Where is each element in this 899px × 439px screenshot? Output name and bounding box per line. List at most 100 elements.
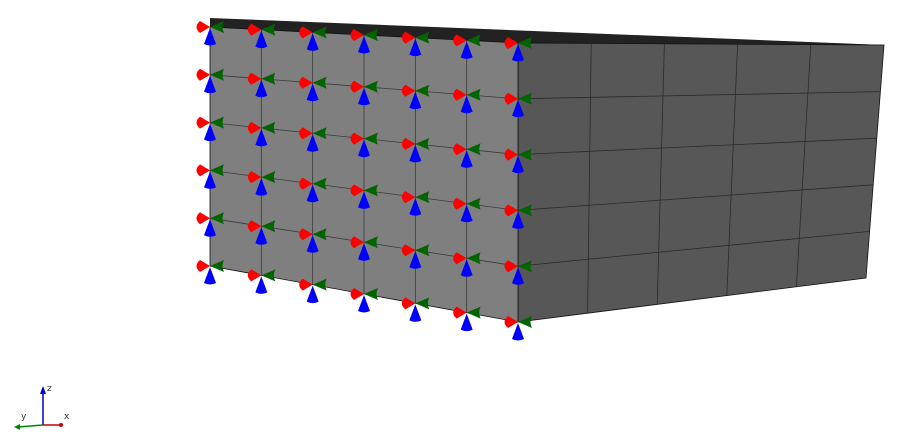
bc-x-cone bbox=[401, 84, 416, 97]
bc-y-cone bbox=[210, 68, 224, 81]
bc-z-cone bbox=[255, 276, 268, 294]
fixed-support-glyph bbox=[196, 21, 224, 46]
bc-z-cone bbox=[409, 198, 422, 216]
fixed-support-glyph bbox=[196, 212, 224, 237]
bc-x-cone bbox=[504, 148, 518, 161]
bc-y-cone bbox=[210, 116, 224, 129]
bc-z-cone bbox=[409, 304, 422, 322]
side-grid-line bbox=[517, 231, 870, 267]
fixed-support-glyph bbox=[350, 236, 378, 261]
bc-y-cone bbox=[210, 260, 224, 272]
fixed-support-glyph bbox=[196, 116, 224, 142]
bc-x-cone bbox=[453, 306, 467, 319]
bc-z-cone bbox=[460, 204, 473, 223]
bc-y-cone bbox=[312, 76, 327, 89]
bc-x-cone bbox=[504, 37, 518, 49]
bc-y-cone bbox=[210, 21, 224, 33]
bc-z-cone bbox=[358, 295, 370, 313]
bc-y-cone bbox=[518, 260, 532, 273]
fixed-support-glyph bbox=[453, 88, 481, 114]
bc-x-cone bbox=[299, 228, 313, 241]
bc-x-cone bbox=[453, 197, 467, 210]
fixed-support-glyph bbox=[299, 228, 327, 253]
bc-z-cone bbox=[255, 227, 268, 245]
fixed-support-glyph bbox=[299, 278, 327, 304]
bc-z-cone bbox=[358, 191, 370, 209]
bc-x-cone bbox=[453, 34, 467, 47]
bc-y-cone bbox=[261, 171, 276, 184]
fixed-support-glyph bbox=[504, 37, 532, 62]
bc-z-cone bbox=[409, 144, 422, 163]
triad-z-arrowhead bbox=[40, 386, 46, 394]
triad-x-endpoint bbox=[59, 423, 63, 427]
bc-x-cone bbox=[504, 204, 518, 217]
bc-y-cone bbox=[415, 84, 430, 97]
bc-z-cone bbox=[460, 41, 473, 59]
bc-z-cone bbox=[358, 87, 370, 106]
bc-z-cone bbox=[358, 243, 370, 261]
bc-z-cone bbox=[460, 259, 473, 277]
bc-y-cone bbox=[466, 143, 481, 156]
fixed-support-glyph bbox=[350, 80, 378, 106]
bc-z-cone bbox=[204, 219, 216, 237]
bc-x-cone bbox=[401, 244, 416, 257]
bc-z-cone bbox=[204, 75, 216, 94]
bc-x-cone bbox=[504, 316, 518, 328]
bc-z-cone bbox=[512, 323, 524, 341]
bc-z-cone bbox=[306, 184, 319, 203]
bc-y-cone bbox=[261, 269, 276, 282]
bc-z-cone bbox=[358, 36, 370, 54]
bc-x-cone bbox=[196, 212, 210, 225]
fixed-support-glyph bbox=[247, 269, 276, 294]
fixed-support-glyph bbox=[299, 76, 327, 102]
bc-z-cone bbox=[204, 267, 216, 285]
bc-y-cone bbox=[312, 177, 327, 190]
bc-y-cone bbox=[466, 88, 481, 101]
bc-y-cone bbox=[518, 204, 532, 217]
bc-x-cone bbox=[453, 252, 467, 265]
bc-y-cone bbox=[415, 137, 430, 150]
bc-y-cone bbox=[312, 26, 327, 39]
bc-z-cone bbox=[409, 251, 422, 269]
fixed-support-glyph bbox=[350, 132, 378, 158]
fixed-support-glyph bbox=[453, 252, 481, 277]
bc-z-cone bbox=[512, 155, 524, 174]
bc-z-cone bbox=[512, 267, 524, 285]
triad-label-z: z bbox=[47, 384, 52, 394]
bc-x-cone bbox=[196, 116, 210, 129]
bc-z-cone bbox=[512, 99, 524, 118]
bc-y-cone bbox=[415, 244, 430, 257]
side-grid-line bbox=[796, 44, 812, 287]
bc-z-cone bbox=[255, 128, 268, 147]
bc-x-cone bbox=[247, 121, 262, 134]
bc-y-cone bbox=[312, 127, 327, 140]
fixed-support-glyph bbox=[401, 244, 430, 269]
bc-z-cone bbox=[306, 83, 319, 102]
fixed-support-glyph bbox=[453, 306, 481, 332]
bc-x-cone bbox=[453, 88, 467, 101]
side-face bbox=[517, 42, 885, 323]
bc-y-cone bbox=[312, 228, 327, 241]
bc-z-cone bbox=[306, 285, 319, 304]
fixed-support-glyph bbox=[247, 220, 276, 245]
fixed-support-glyph bbox=[504, 148, 532, 174]
bc-z-cone bbox=[255, 79, 268, 98]
bc-y-cone bbox=[364, 184, 378, 197]
fixed-support-glyph bbox=[350, 184, 378, 209]
bc-x-cone bbox=[247, 220, 262, 233]
bc-x-cone bbox=[350, 184, 364, 197]
bc-y-cone bbox=[261, 121, 276, 134]
bc-z-cone bbox=[255, 30, 268, 49]
bc-z-cone bbox=[358, 139, 370, 158]
bc-x-cone bbox=[401, 137, 416, 150]
bc-z-cone bbox=[204, 28, 216, 46]
axis-triad: z x y bbox=[14, 384, 70, 430]
bc-y-cone bbox=[518, 92, 532, 105]
bc-x-cone bbox=[350, 236, 364, 249]
bc-x-cone bbox=[196, 164, 210, 177]
fixed-support-glyph bbox=[401, 31, 430, 57]
bc-y-cone bbox=[466, 197, 481, 210]
bc-x-cone bbox=[350, 132, 364, 145]
